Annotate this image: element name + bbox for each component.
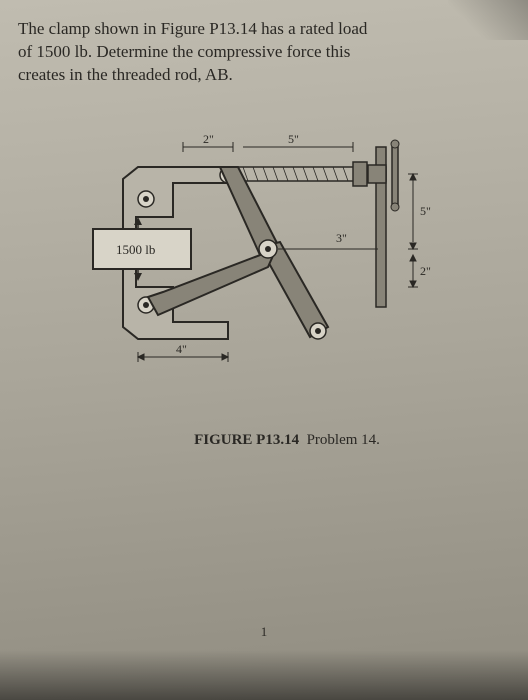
load-label: 1500 lb <box>116 242 155 257</box>
dim-2in: 2" <box>203 132 214 146</box>
text-line-1: The clamp shown in Figure P13.14 has a r… <box>18 19 367 38</box>
figure-diagram: 2" 5" <box>78 127 458 407</box>
load-block: 1500 lb <box>93 217 191 281</box>
dim-5in: 5" <box>288 132 299 146</box>
dim-4in: 4" <box>176 342 187 356</box>
text-line-3: creates in the threaded rod, AB. <box>18 65 233 84</box>
figure-caption: FIGURE P13.14 Problem 14. <box>58 432 516 449</box>
threaded-rod <box>226 162 386 186</box>
problem-statement: The clamp shown in Figure P13.14 has a r… <box>18 18 516 87</box>
dim-2in-r: 2" <box>420 264 431 278</box>
dim-3in: 3" <box>336 231 347 245</box>
right-bracket <box>368 140 399 307</box>
page-number: 1 <box>261 624 268 640</box>
clamp-diagram: 2" 5" <box>78 127 458 407</box>
dim-5in-r: 5" <box>420 204 431 218</box>
caption-figure-label: FIGURE P13.14 <box>194 432 299 448</box>
caption-problem-label: Problem 14. <box>307 432 380 448</box>
text-line-2: of 1500 lb. Determine the compressive fo… <box>18 42 350 61</box>
